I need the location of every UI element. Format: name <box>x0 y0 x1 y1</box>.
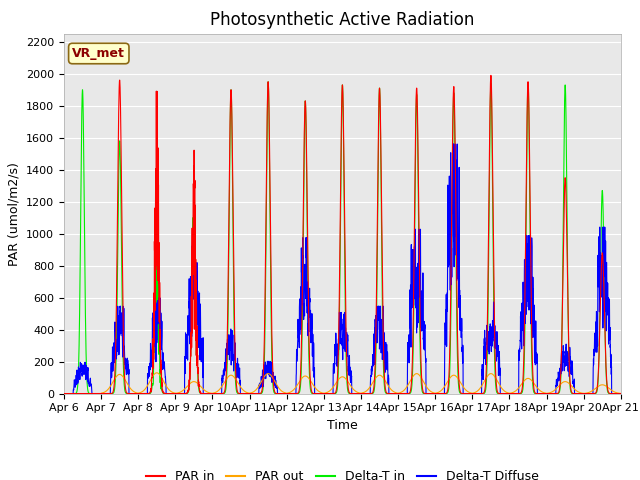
Title: Photosynthetic Active Radiation: Photosynthetic Active Radiation <box>210 11 475 29</box>
Text: VR_met: VR_met <box>72 47 125 60</box>
Legend: PAR in, PAR out, Delta-T in, Delta-T Diffuse: PAR in, PAR out, Delta-T in, Delta-T Dif… <box>141 465 544 480</box>
X-axis label: Time: Time <box>327 419 358 432</box>
Y-axis label: PAR (umol/m2/s): PAR (umol/m2/s) <box>8 162 20 265</box>
